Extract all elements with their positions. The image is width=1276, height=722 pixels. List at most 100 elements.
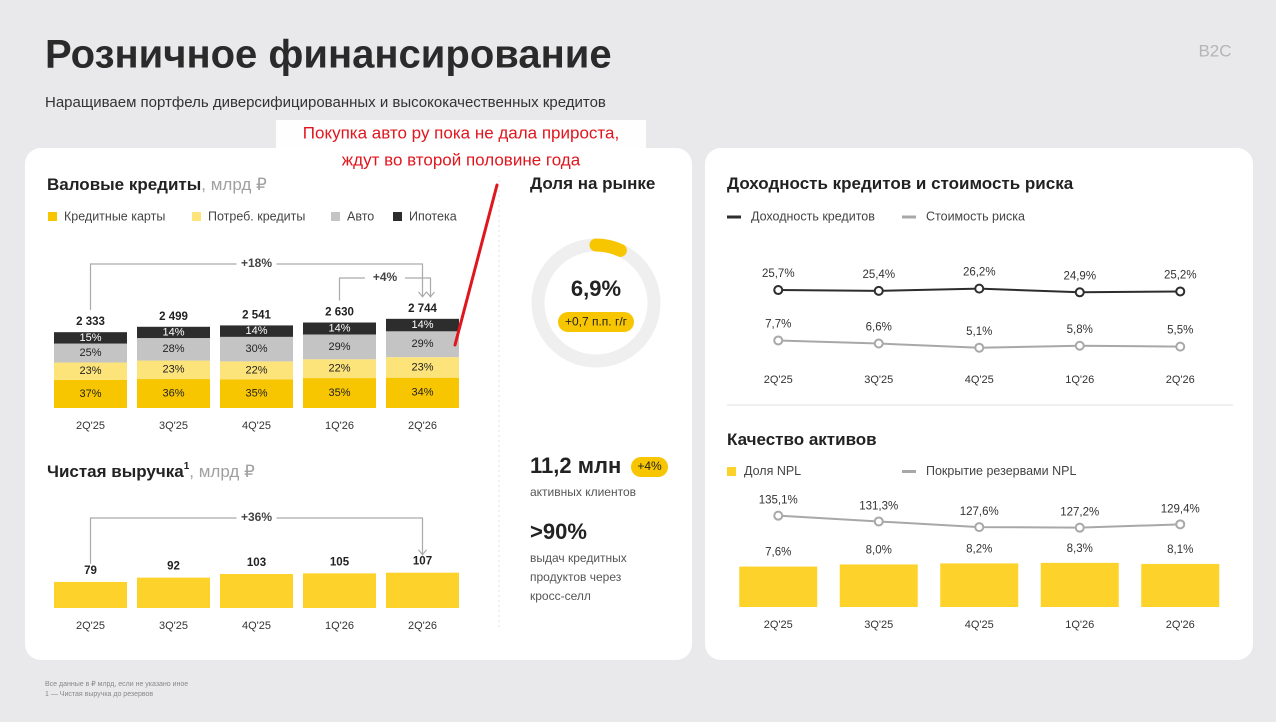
- segment-label: 35%: [245, 388, 267, 400]
- total-label: 2 499: [159, 311, 188, 323]
- footnote: 1 — Чистая выручка до резервов: [45, 691, 153, 698]
- bar-segment: [303, 359, 376, 379]
- segment-label: 34%: [411, 387, 433, 399]
- line-point: [773, 335, 784, 346]
- kpi-description: кросс-селл: [530, 589, 591, 603]
- chart-title: Чистая выручка1, млрд ₽: [47, 461, 255, 482]
- bar-segment: [303, 378, 376, 408]
- bar-segment: [220, 325, 293, 337]
- line-point: [1074, 340, 1085, 351]
- bar-segment: [386, 318, 459, 332]
- bracket-label-bg: [236, 256, 277, 272]
- x-tick-label: 2Q'25: [76, 420, 105, 432]
- bar: [386, 572, 459, 608]
- chart-title-text: Доходность кредитов и стоимость риска: [727, 174, 1074, 193]
- bar-segment: [386, 357, 459, 378]
- bar-segment: [303, 334, 376, 360]
- segment-label: 28%: [162, 343, 184, 355]
- segment-label: 22%: [245, 364, 267, 376]
- segment-label: 29%: [411, 338, 433, 350]
- total-label: 2 744: [408, 303, 437, 315]
- donut-arc: [589, 238, 627, 257]
- bracket-label-bg: [365, 270, 405, 286]
- bar: [940, 563, 1019, 607]
- bracket-arrow: [426, 291, 435, 298]
- line-point: [873, 285, 884, 296]
- bar-segment: [220, 336, 293, 362]
- segment-label: 29%: [328, 341, 350, 353]
- bar-segment: [137, 338, 210, 361]
- line-point: [974, 283, 985, 294]
- legend-label: Ипотека: [409, 209, 457, 223]
- bar-segment: [386, 377, 459, 408]
- segment-label: 30%: [245, 343, 267, 355]
- line-point: [773, 285, 784, 296]
- x-tick-label: 4Q'25: [965, 374, 994, 386]
- x-tick-label: 2Q'26: [1166, 619, 1195, 631]
- footnote: Все данные в ₽ млрд, если не указано ино…: [45, 680, 188, 688]
- chart-unit: , млрд ₽: [201, 175, 267, 194]
- bar-segment: [220, 361, 293, 380]
- bracket-label: +36%: [241, 510, 272, 524]
- legend-swatch: [727, 467, 736, 476]
- data-label: 129,4%: [1161, 503, 1200, 515]
- data-label: 5,8%: [1067, 324, 1093, 336]
- segment-label: 14%: [162, 326, 184, 338]
- bar-segment: [54, 332, 127, 344]
- data-label: 79: [84, 565, 97, 577]
- bar: [1141, 563, 1220, 607]
- line-point: [773, 510, 784, 521]
- segment-label: 36%: [162, 387, 184, 399]
- data-label: 24,9%: [1063, 270, 1096, 282]
- bar-segment: [303, 322, 376, 335]
- right-card: [705, 148, 1253, 660]
- bar-segment: [137, 379, 210, 408]
- data-label: 7,7%: [765, 318, 791, 330]
- kpi-change: +4%: [637, 459, 662, 473]
- segment-label: 14%: [328, 322, 350, 334]
- line-point: [873, 516, 884, 527]
- legend-label: Стоимость риска: [926, 209, 1025, 223]
- bar: [54, 581, 127, 608]
- data-label: 5,1%: [966, 326, 992, 338]
- bracket-arrow: [418, 549, 427, 556]
- bracket-label: +18%: [241, 256, 272, 270]
- kpi-value: >90%: [530, 519, 587, 544]
- bar-segment: [386, 331, 459, 358]
- bar: [137, 577, 210, 608]
- line-point: [1074, 287, 1085, 298]
- data-label: 8,2%: [966, 543, 992, 555]
- bracket-label-bg: [236, 510, 277, 526]
- total-label: 2 333: [76, 316, 105, 328]
- data-label: 92: [167, 561, 180, 573]
- data-label: 131,3%: [859, 500, 898, 512]
- chart-title-text: Валовые кредиты: [47, 175, 201, 194]
- page-title: Розничное финансирование: [45, 33, 612, 77]
- legend-swatch: [48, 212, 57, 221]
- data-label: 25,7%: [762, 268, 795, 280]
- legend-label: Доходность кредитов: [751, 209, 875, 223]
- bracket-label: +4%: [373, 270, 398, 284]
- segment-label: 37%: [79, 388, 101, 400]
- segment-label: 25%: [79, 347, 101, 359]
- kpi-description: активных клиентов: [530, 485, 636, 499]
- data-label: 8,0%: [866, 544, 892, 556]
- x-tick-label: 1Q'26: [1065, 374, 1094, 386]
- kpi-change-pill: [631, 457, 668, 477]
- x-tick-label: 4Q'25: [242, 620, 271, 632]
- data-label: 6,6%: [866, 322, 892, 334]
- bar-segment: [54, 362, 127, 380]
- data-label: 107: [413, 556, 432, 568]
- line-point: [1175, 341, 1186, 352]
- chart-title-text: Доля на рынке: [530, 174, 655, 193]
- bar: [303, 573, 376, 608]
- bar-segment: [54, 343, 127, 363]
- x-tick-label: 1Q'26: [325, 420, 354, 432]
- segment-label: 22%: [328, 363, 350, 375]
- data-label: 127,2%: [1060, 507, 1099, 519]
- legend-label: Потреб. кредиты: [208, 209, 305, 223]
- data-label: 7,6%: [765, 547, 791, 559]
- x-tick-label: 4Q'25: [242, 420, 271, 432]
- line-point: [1074, 522, 1085, 533]
- bar-segment: [54, 379, 127, 408]
